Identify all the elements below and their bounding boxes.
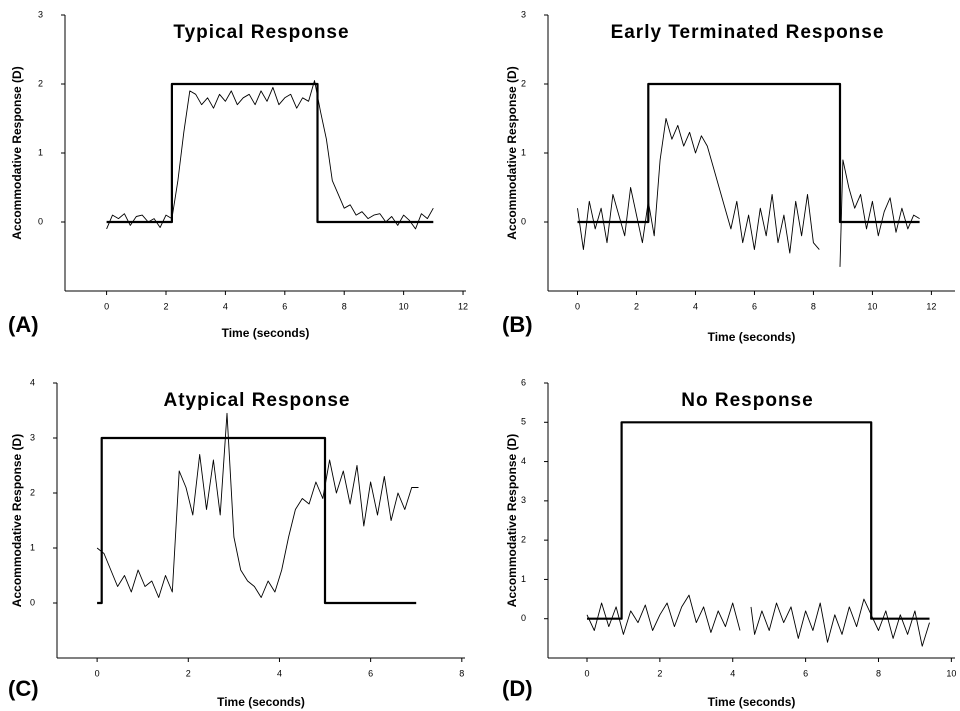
x-tick-label: 8 [342,301,347,311]
y-tick-label: 5 [521,417,526,427]
stimulus-line [587,421,930,620]
x-tick-label: 12 [458,301,468,311]
panel-label: (C) [8,676,39,701]
x-tick-label: 4 [693,301,698,311]
y-tick-label: 3 [521,495,526,505]
x-tick-label: 6 [752,301,757,311]
x-tick-label: 8 [459,668,464,678]
panel-label: (D) [502,676,533,701]
x-tick-label: 4 [277,668,282,678]
stimulus-line [577,82,920,224]
stimulus-line [97,436,417,605]
x-tick-label: 8 [876,668,881,678]
x-tick-label: 8 [811,301,816,311]
x-tick-label: 6 [368,668,373,678]
x-tick-label: 10 [946,668,956,678]
y-axis-label: Accommodative Response (D) [505,66,519,239]
y-axis-label: Accommodative Response (D) [10,434,24,607]
y-tick-label: 2 [30,487,35,497]
response-line [577,118,920,267]
y-tick-label: 0 [521,613,526,623]
x-axis-label: Time (seconds) [708,695,796,709]
y-tick-label: 1 [521,574,526,584]
chart-title: Typical Response [173,22,349,43]
x-axis-label: Time (seconds) [222,326,310,340]
x-tick-label: 10 [399,301,409,311]
y-tick-label: 4 [521,456,526,466]
chart-panel: 0 1 2 3 4 5 6 0 2 4 6 8 10 No Response Time (seconds) A… [502,377,956,709]
chart-title: Atypical Response [164,390,351,411]
y-tick-label: 2 [521,535,526,545]
x-tick-label: 2 [657,668,662,678]
response-line [96,412,419,598]
chart-panel: 0 1 2 3 4 0 2 4 6 8 Atypical Response Time (seconds… [8,377,465,709]
x-tick-label: 0 [584,668,589,678]
x-tick-label: 2 [186,668,191,678]
x-tick-label: 2 [163,301,168,311]
y-tick-label: 1 [38,147,43,157]
y-tick-label: 3 [30,432,35,442]
y-tick-label: 1 [521,147,526,157]
y-axis-label: Accommodative Response (D) [505,434,519,607]
response-line [106,80,434,230]
x-tick-label: 0 [575,301,580,311]
panel-label: (B) [502,312,533,337]
x-tick-label: 0 [104,301,109,311]
y-axis-label: Accommodative Response (D) [10,66,24,239]
x-axis-label: Time (seconds) [217,695,305,709]
x-tick-label: 12 [926,301,936,311]
x-tick-label: 6 [282,301,287,311]
x-tick-label: 10 [867,301,877,311]
chart-title: No Response [681,390,813,411]
x-tick-label: 4 [730,668,735,678]
y-tick-label: 0 [30,597,35,607]
y-tick-label: 4 [30,377,35,387]
stimulus-line [106,82,434,224]
y-tick-label: 2 [521,78,526,88]
y-tick-label: 2 [38,78,43,88]
panel-label: (A) [8,312,39,337]
y-tick-label: 0 [521,216,526,226]
response-line [586,594,930,647]
y-tick-label: 0 [38,216,43,226]
x-tick-label: 6 [803,668,808,678]
x-tick-label: 2 [634,301,639,311]
y-tick-label: 1 [30,542,35,552]
chart-title: Early Terminated Response [611,22,885,43]
x-tick-label: 0 [95,668,100,678]
y-tick-label: 6 [521,377,526,387]
x-axis-label: Time (seconds) [708,330,796,344]
x-tick-label: 4 [223,301,228,311]
y-tick-label: 3 [38,9,43,19]
y-tick-label: 3 [521,9,526,19]
